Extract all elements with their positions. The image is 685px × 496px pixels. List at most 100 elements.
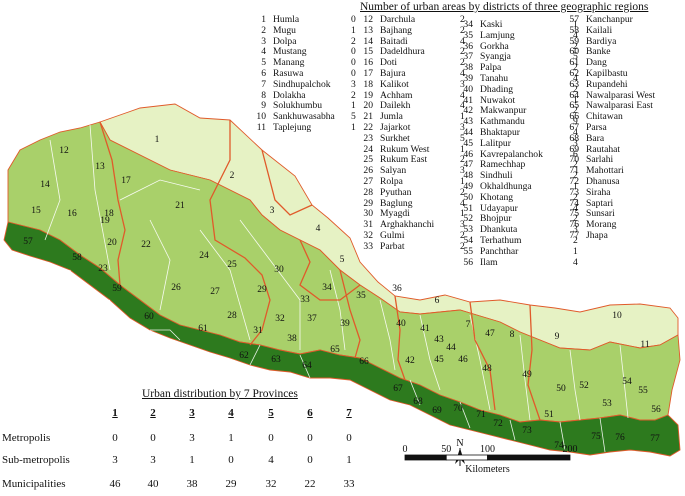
district-number: 77 <box>569 229 579 241</box>
district-number: 41 <box>463 94 473 106</box>
urban-count: 1 <box>460 143 465 155</box>
district-name: Lamjung <box>480 29 515 41</box>
district-name: Jajarkot <box>380 121 411 133</box>
district-name: Rupandehi <box>586 78 628 90</box>
district-number: 71 <box>569 165 579 177</box>
district-row: 9 Solukhumbu 1 <box>248 101 361 112</box>
district-number: 60 <box>569 46 579 58</box>
district-row: 70Sarlahi8 <box>563 155 685 166</box>
district-map-label: 62 <box>239 351 249 361</box>
urban-count: 2 <box>460 186 465 198</box>
district-map-label: 17 <box>121 176 131 186</box>
district-number: 9 <box>261 100 266 112</box>
province-row-label: Sub-metropolis <box>2 454 70 466</box>
district-row: 13 Bajhang 2 <box>355 24 470 37</box>
district-name: Gorkha <box>480 40 509 52</box>
district-number: 74 <box>569 197 579 209</box>
district-name: Dhanusa <box>586 175 620 187</box>
district-row: 69Rautahat3 <box>563 144 685 156</box>
north-arrow: N <box>455 438 465 466</box>
district-number: 48 <box>463 170 473 182</box>
district-map-label: 46 <box>458 355 468 365</box>
district-map-label: 9 <box>555 332 560 342</box>
district-name: Rukum West <box>380 143 430 155</box>
district-map-label: 71 <box>476 410 486 420</box>
district-row: 11 Taplejung 1 <box>248 121 361 134</box>
urban-count: 2 <box>351 35 356 47</box>
district-name: Mustang <box>273 46 307 58</box>
province-value: 3 <box>189 432 195 444</box>
district-name: Parbat <box>380 240 405 252</box>
district-number: 76 <box>569 219 579 231</box>
urban-count: 1 <box>573 19 578 30</box>
district-number: 31 <box>363 219 373 231</box>
district-row: 3 Dolpa 2 <box>248 35 361 48</box>
urban-count: 4 <box>573 202 578 214</box>
district-number: 13 <box>363 24 373 36</box>
province-value: 1 <box>346 454 352 466</box>
province-value: 0 <box>346 432 352 444</box>
district-number: 43 <box>463 116 473 128</box>
province-value: 32 <box>265 478 277 490</box>
province-header: 4 <box>228 407 234 419</box>
district-map-label: 69 <box>432 406 442 416</box>
district-map-label: 33 <box>300 295 310 305</box>
district-name: Baglung <box>380 197 413 209</box>
district-map-label: 44 <box>446 343 456 353</box>
district-row: 15 Dadeldhura 2 <box>355 47 470 58</box>
district-row: 46 Kavrepalanchok 6 <box>455 149 583 161</box>
district-row: 35 Lamjung 4 <box>455 29 583 42</box>
district-row: 26 Salyan 3 <box>355 165 470 177</box>
district-map-label: 29 <box>257 285 267 295</box>
district-map-label: 36 <box>392 284 402 294</box>
province-value: 0 <box>112 432 118 444</box>
district-map-label: 58 <box>72 253 82 263</box>
scale-tick-label: 0 <box>403 444 408 455</box>
district-map-label: 56 <box>651 405 661 415</box>
district-number: 36 <box>463 40 473 52</box>
district-row: 4 Mustang 0 <box>248 47 361 58</box>
scale-tick-label: 50 <box>441 444 451 455</box>
urban-count: 4 <box>573 29 578 41</box>
district-name: Jhapa <box>586 229 608 241</box>
urban-count: 4 <box>573 126 578 138</box>
district-name: Kailali <box>586 24 613 36</box>
district-row: 58Kailali7 <box>563 24 685 37</box>
urban-count: 1 <box>460 111 465 123</box>
legend-title: Number of urban areas by districts of th… <box>360 1 649 13</box>
district-map-label: 39 <box>340 319 350 329</box>
district-map-label: 3 <box>270 206 275 216</box>
urban-count: 2 <box>573 191 578 203</box>
district-name: Pyuthan <box>380 186 412 198</box>
district-number: 18 <box>363 78 373 90</box>
district-row: 72Dhanusa9 <box>563 175 685 188</box>
district-map-label: 47 <box>485 329 495 339</box>
district-map-label: 5 <box>340 255 345 265</box>
province-header: 2 <box>150 407 156 419</box>
district-map-label: 48 <box>482 364 492 374</box>
district-name: Lalitpur <box>480 137 511 149</box>
district-map-label: 73 <box>522 426 532 436</box>
district-map-label: 20 <box>107 238 117 248</box>
district-name: Taplejung <box>273 121 312 133</box>
urban-count: 4 <box>460 67 465 79</box>
district-map-label: 23 <box>98 264 108 274</box>
district-number: 59 <box>569 35 579 47</box>
province-value: 40 <box>147 478 159 490</box>
district-column: 1 Humla 0 2 Mugu 1 3 Dolpa 2 4 Mustang 0 5 Manang 0 6 Ra… <box>248 14 361 134</box>
urban-count: 2 <box>460 57 465 69</box>
district-number: 47 <box>463 159 473 171</box>
urban-count: 1 <box>460 208 465 220</box>
district-number: 45 <box>463 137 473 149</box>
district-row: 29 Baglung 4 <box>355 197 470 210</box>
urban-count: 2 <box>573 83 578 95</box>
scale-segment <box>445 454 488 461</box>
district-number: 75 <box>569 208 579 220</box>
district-row: 75Sunsari6 <box>563 209 685 220</box>
district-map-label: 8 <box>510 330 515 340</box>
urban-count: 2 <box>573 234 578 246</box>
district-name: Sunsari <box>586 208 615 220</box>
district-map-label: 28 <box>227 311 237 321</box>
district-number: 61 <box>569 57 579 69</box>
